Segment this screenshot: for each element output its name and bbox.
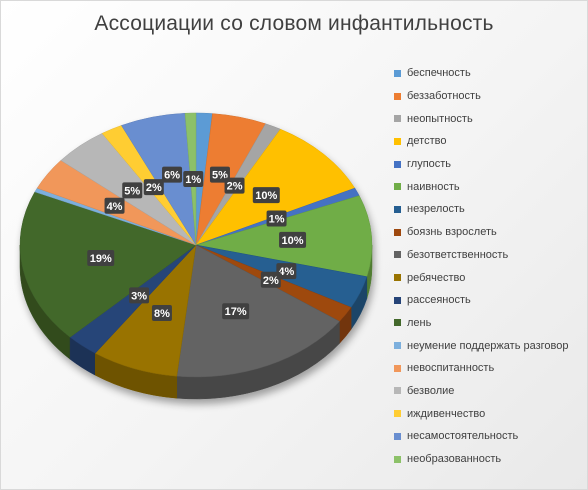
- data-label-9: 17%: [222, 303, 250, 320]
- chart-title: Ассоциации со словом инфантильность: [94, 12, 494, 35]
- legend-item: необразованность: [394, 448, 588, 471]
- legend-item: рассеяность: [394, 289, 588, 312]
- legend-item: неопытность: [394, 107, 588, 130]
- legend-swatch: [394, 342, 401, 350]
- legend-label: рассеяность: [407, 294, 471, 307]
- svg-text:19%: 19%: [90, 253, 112, 265]
- legend-label: безволие: [407, 384, 455, 397]
- data-label-3: 2%: [224, 177, 245, 194]
- svg-text:4%: 4%: [278, 266, 294, 278]
- svg-text:2%: 2%: [227, 181, 243, 193]
- chart-legend: беспечность беззаботность неопытность детст…: [394, 62, 588, 470]
- legend-swatch: [394, 432, 401, 440]
- legend-item: неумение поддержать разговор: [394, 334, 588, 357]
- svg-text:17%: 17%: [225, 306, 247, 318]
- legend-item: безответственность: [394, 244, 588, 267]
- data-label-12: 19%: [87, 249, 115, 266]
- legend-label: наивность: [407, 180, 460, 193]
- legend-label: детство: [407, 135, 447, 148]
- legend-label: беззаботность: [407, 90, 481, 103]
- legend-label: ребячество: [407, 271, 466, 284]
- legend-item: незрелость: [394, 198, 588, 221]
- data-label-8: 2%: [260, 271, 281, 288]
- legend-swatch: [394, 69, 401, 77]
- legend-item: наивность: [394, 175, 588, 198]
- legend-label: неумение поддержать разговор: [407, 339, 569, 352]
- legend-swatch: [394, 228, 401, 236]
- svg-text:2%: 2%: [263, 275, 279, 287]
- legend-label: беспечность: [407, 67, 471, 80]
- svg-text:10%: 10%: [255, 190, 277, 202]
- data-label-15: 5%: [122, 182, 143, 199]
- legend-swatch: [394, 137, 401, 145]
- data-label-17: 6%: [162, 166, 183, 183]
- data-label-5: 1%: [266, 210, 287, 227]
- legend-item: иждивенчество: [394, 402, 588, 425]
- legend-item: ребячество: [394, 266, 588, 289]
- legend-item: детство: [394, 130, 588, 153]
- legend-label: лень: [407, 316, 432, 329]
- legend-swatch: [394, 205, 401, 213]
- legend-label: невоспитанность: [407, 362, 495, 375]
- legend-item: беззаботность: [394, 85, 588, 108]
- legend-item: невоспитанность: [394, 357, 588, 380]
- data-label-16: 2%: [143, 179, 164, 196]
- legend-item: беспечность: [394, 62, 588, 85]
- legend-swatch: [394, 251, 401, 259]
- legend-label: безответственность: [407, 248, 509, 261]
- pie-slice-9: [176, 244, 340, 378]
- data-label-4: 10%: [252, 187, 280, 204]
- legend-item: безволие: [394, 380, 588, 403]
- svg-text:8%: 8%: [154, 308, 170, 320]
- data-label-18: 1%: [183, 171, 204, 188]
- pie-slice-4: [195, 128, 356, 246]
- svg-text:3%: 3%: [131, 290, 147, 302]
- data-label-11: 3%: [129, 287, 150, 304]
- legend-label: неопытность: [407, 112, 473, 125]
- legend-item: лень: [394, 312, 588, 335]
- data-label-6: 10%: [279, 231, 307, 248]
- svg-text:10%: 10%: [282, 235, 304, 247]
- svg-text:1%: 1%: [269, 213, 285, 225]
- legend-swatch: [394, 364, 401, 372]
- legend-label: несамостоятельность: [407, 430, 519, 443]
- legend-swatch: [394, 410, 401, 418]
- legend-item: боязнь взрослеть: [394, 221, 588, 244]
- legend-swatch: [394, 183, 401, 191]
- legend-swatch: [394, 92, 401, 100]
- svg-text:5%: 5%: [212, 170, 228, 182]
- svg-text:4%: 4%: [107, 201, 123, 213]
- legend-swatch: [394, 387, 401, 395]
- legend-label: необразованность: [407, 453, 502, 466]
- legend-label: боязнь взрослеть: [407, 226, 497, 239]
- legend-item: несамостоятельность: [394, 425, 588, 448]
- legend-swatch: [394, 455, 401, 463]
- legend-swatch: [394, 319, 401, 327]
- legend-swatch: [394, 296, 401, 304]
- svg-text:2%: 2%: [146, 182, 162, 194]
- data-label-10: 8%: [151, 304, 172, 321]
- legend-swatch: [394, 274, 401, 282]
- legend-swatch: [394, 115, 401, 123]
- svg-text:1%: 1%: [185, 174, 201, 186]
- legend-label: незрелость: [407, 203, 465, 216]
- svg-text:5%: 5%: [124, 185, 140, 197]
- data-label-14: 4%: [104, 197, 125, 214]
- data-label-7: 4%: [276, 263, 297, 280]
- legend-item: глупость: [394, 153, 588, 176]
- legend-label: иждивенчество: [407, 407, 486, 420]
- svg-text:6%: 6%: [164, 170, 180, 182]
- legend-swatch: [394, 160, 401, 168]
- legend-label: глупость: [407, 158, 452, 171]
